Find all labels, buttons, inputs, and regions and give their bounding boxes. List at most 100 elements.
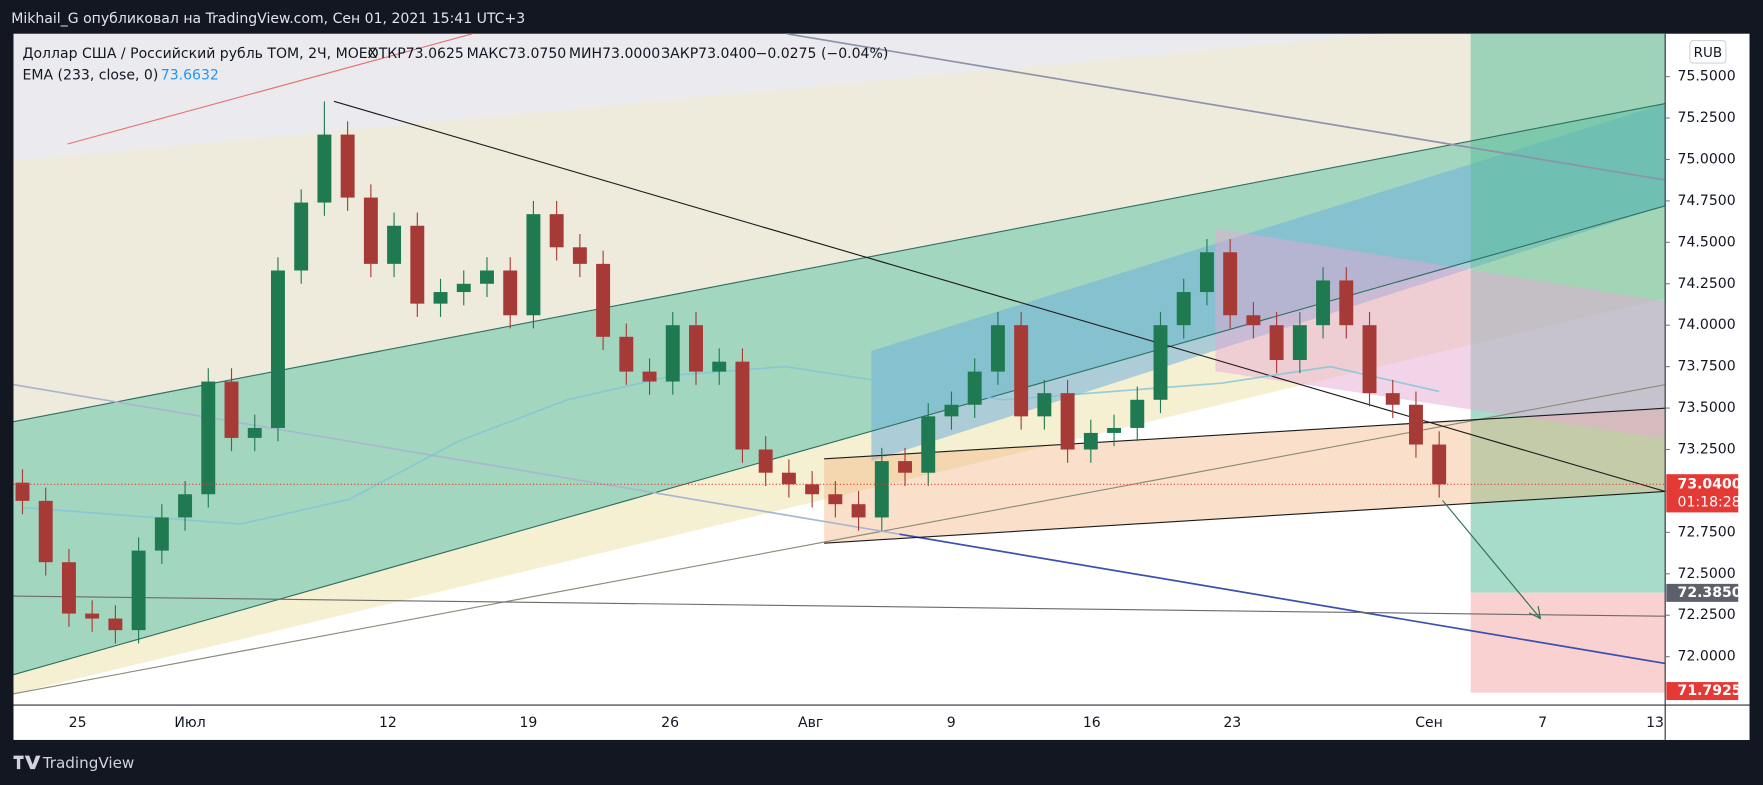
line xyxy=(13,383,900,536)
y-tick-label: 74.7500 xyxy=(1678,193,1736,209)
candle-body xyxy=(805,484,820,495)
price-label: 72.3850 xyxy=(1678,585,1742,601)
y-tick-label: 74.5000 xyxy=(1678,234,1736,250)
candle-body xyxy=(1037,393,1052,417)
candle-body xyxy=(1385,393,1400,405)
candle-body xyxy=(154,517,169,551)
candle-body xyxy=(131,550,146,631)
candle-body xyxy=(1223,252,1238,316)
countdown: 01:18:28 xyxy=(1678,494,1741,510)
candle-body xyxy=(1246,315,1261,326)
price-label-box xyxy=(1666,682,1739,701)
x-tick-label: Авг xyxy=(798,715,823,731)
brand: TradingView xyxy=(13,754,134,772)
high: МАКС73.0750 xyxy=(467,46,567,62)
price-label-box xyxy=(1666,583,1739,602)
y-tick-label: 75.0000 xyxy=(1678,151,1736,167)
candle-body xyxy=(1432,444,1447,485)
price-axis xyxy=(1665,33,1750,740)
logo xyxy=(13,755,41,770)
candle-body xyxy=(108,618,123,631)
candle-body xyxy=(967,371,982,405)
price-label: 73.0400 xyxy=(1678,476,1742,492)
candle-body xyxy=(921,416,936,473)
low: МИН73.0000 xyxy=(569,46,660,62)
candle-body xyxy=(503,270,518,316)
candle-body xyxy=(596,263,611,337)
candle-body xyxy=(85,613,100,619)
y-tick-label: 72.2500 xyxy=(1678,607,1736,623)
y-tick-label: 72.0000 xyxy=(1678,649,1736,665)
line xyxy=(824,407,1666,460)
x-tick-label: 13 xyxy=(1646,715,1664,731)
candle-body xyxy=(1362,325,1377,394)
candle-body xyxy=(480,270,494,284)
y-tick-label: 74.0000 xyxy=(1678,317,1736,333)
plot xyxy=(13,101,1666,644)
publisher: Mikhail_G опубликовал на TradingView.com… xyxy=(11,11,525,27)
candle-body xyxy=(456,283,471,293)
candle-body xyxy=(874,461,889,518)
candle-body xyxy=(1153,325,1168,400)
candle-body xyxy=(178,494,193,518)
line xyxy=(13,595,1666,617)
x-tick-label: 19 xyxy=(520,715,538,731)
candle-body xyxy=(410,225,425,304)
candle-body xyxy=(247,427,262,438)
open: ОТКР73.0625 xyxy=(368,46,464,62)
axes: 72.000072.250072.500072.750073.000073.25… xyxy=(69,69,1742,731)
currency-box xyxy=(1689,40,1727,64)
line xyxy=(13,205,1666,676)
y-tick-label: 75.5000 xyxy=(1678,69,1736,85)
brand-name: TradingView xyxy=(42,754,135,772)
price-label: 71.7925 xyxy=(1678,683,1742,699)
candle-body xyxy=(526,214,541,316)
line xyxy=(13,102,1666,423)
y-tick-label: 73.7500 xyxy=(1678,359,1736,375)
candle-body xyxy=(1339,280,1354,326)
x-tick-label: Июл xyxy=(174,715,205,731)
candle-body xyxy=(61,562,76,614)
y-tick-label: 75.2500 xyxy=(1678,110,1736,126)
y-tick-label: 74.2500 xyxy=(1678,276,1736,292)
close: ЗАКР73.0400 xyxy=(661,46,756,62)
candle-body xyxy=(1107,427,1122,433)
y-tick-label: 72.5000 xyxy=(1678,566,1736,582)
ema-line xyxy=(22,365,1440,525)
symbol: Доллар США / Российский рубль TOM, 2Ч, M… xyxy=(22,46,377,62)
candle-body xyxy=(828,494,843,505)
indicator-value: 73.6632 xyxy=(161,67,219,83)
candle-body xyxy=(201,381,216,495)
x-tick-label: 26 xyxy=(661,715,679,731)
legend: Доллар США / Российский рубль TOM, 2Ч, M… xyxy=(22,46,888,83)
candle-body xyxy=(781,472,796,485)
stop-zone xyxy=(1470,592,1666,693)
x-tick-label: 23 xyxy=(1223,715,1241,731)
candle-body xyxy=(317,134,332,203)
candle-body xyxy=(689,325,703,372)
candle-body xyxy=(642,371,657,382)
arrow xyxy=(1442,500,1541,619)
y-tick-label: 73.5000 xyxy=(1678,400,1736,416)
candle-body xyxy=(851,504,866,518)
candle-body xyxy=(15,482,30,501)
line xyxy=(13,384,1666,695)
line xyxy=(67,33,473,145)
x-tick-label: Сен xyxy=(1415,715,1443,731)
candle-body xyxy=(735,361,750,450)
candle-body xyxy=(363,197,378,264)
line xyxy=(786,32,1666,181)
candle-body xyxy=(1408,404,1423,445)
candle-body xyxy=(758,449,773,473)
indicator: EMA (233, close, 0) xyxy=(22,67,158,83)
candle-body xyxy=(1014,325,1029,417)
candle-body xyxy=(270,270,285,428)
y-tick-label: 72.7500 xyxy=(1678,524,1736,540)
candle-body xyxy=(549,214,564,248)
x-tick-label: 12 xyxy=(379,715,397,731)
x-tick-label: 7 xyxy=(1538,715,1547,731)
change: −0.0275 (−0.04%) xyxy=(756,46,889,62)
candle-body xyxy=(1199,252,1214,293)
x-tick-label: 9 xyxy=(947,715,956,731)
candle-body xyxy=(340,134,355,198)
